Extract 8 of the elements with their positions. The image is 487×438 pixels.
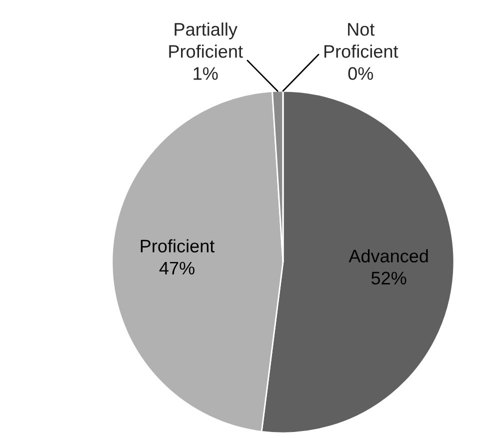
data-label: 47% <box>159 262 194 274</box>
slice-label: Partially Proficient <box>169 22 243 58</box>
slice-label: Advanced <box>348 249 428 262</box>
category-label: Not Proficient <box>324 23 398 58</box>
data-label: 1% <box>194 67 218 80</box>
slice-label: Proficient <box>140 239 215 252</box>
data-label: 52% <box>371 272 406 285</box>
text: 0% <box>348 67 374 80</box>
